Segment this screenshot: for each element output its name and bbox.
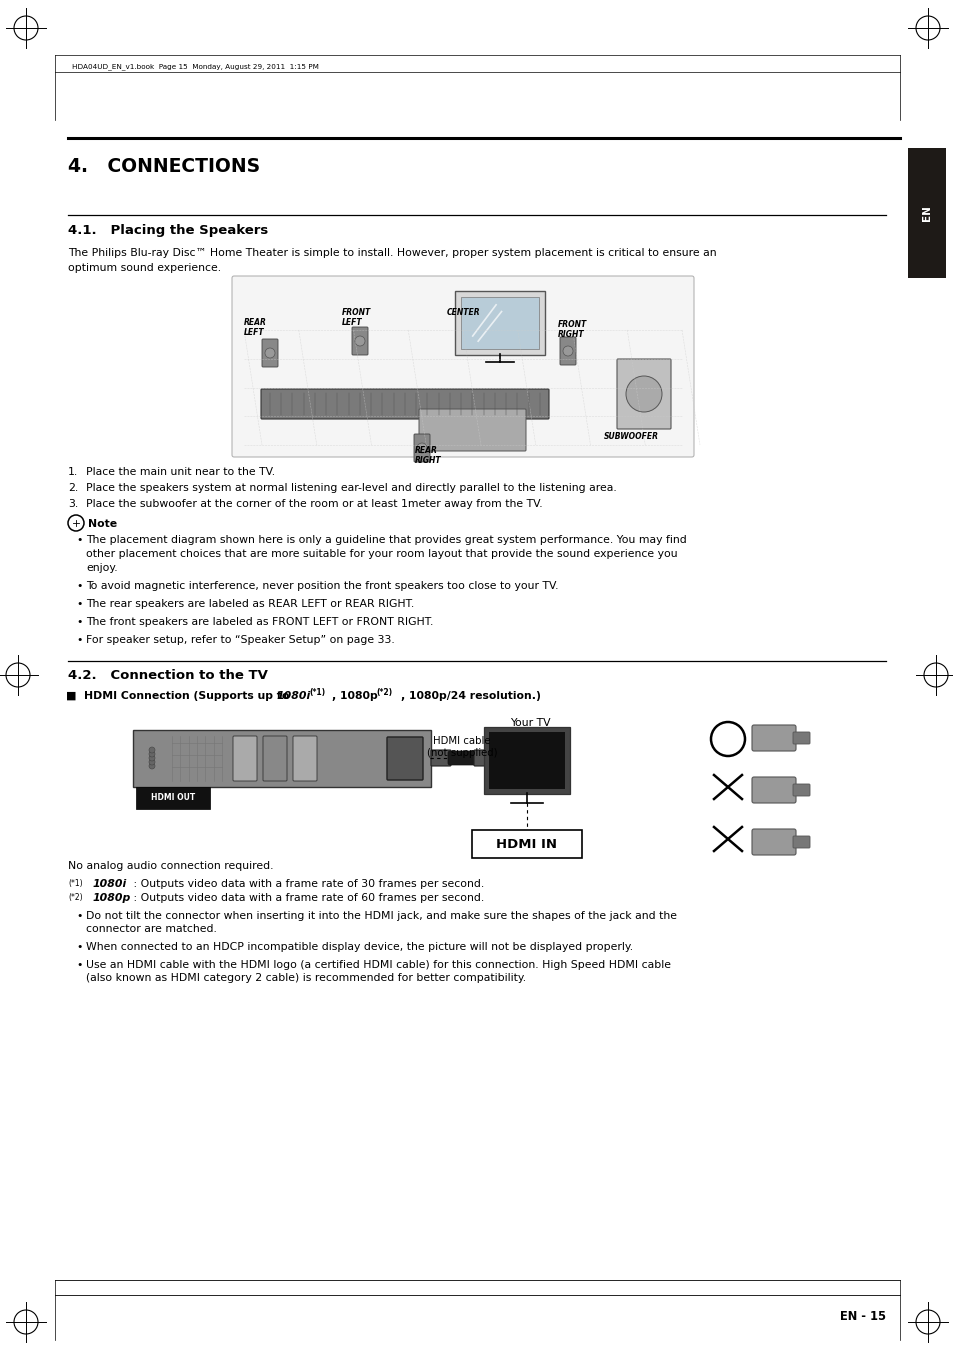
Text: 4.2.   Connection to the TV: 4.2. Connection to the TV <box>68 670 268 682</box>
Text: •: • <box>76 911 82 921</box>
FancyBboxPatch shape <box>474 751 494 765</box>
Text: CENTER: CENTER <box>447 308 480 317</box>
Text: HDMI cable
(not supplied): HDMI cable (not supplied) <box>426 736 497 757</box>
FancyBboxPatch shape <box>262 339 277 367</box>
Circle shape <box>149 759 154 765</box>
Text: No analog audio connection required.: No analog audio connection required. <box>68 861 274 871</box>
Text: 4.1.   Placing the Speakers: 4.1. Placing the Speakers <box>68 224 268 238</box>
Text: 3.: 3. <box>68 500 78 509</box>
Text: : Outputs video data with a frame rate of 30 frames per second.: : Outputs video data with a frame rate o… <box>123 879 484 890</box>
Text: optimum sound experience.: optimum sound experience. <box>68 263 221 273</box>
Text: Your TV: Your TV <box>509 718 550 728</box>
Text: HDA04UD_EN_v1.book  Page 15  Monday, August 29, 2011  1:15 PM: HDA04UD_EN_v1.book Page 15 Monday, Augus… <box>71 63 318 70</box>
Circle shape <box>562 346 573 356</box>
Circle shape <box>149 747 154 753</box>
Text: •: • <box>76 617 82 626</box>
Text: FRONT
LEFT: FRONT LEFT <box>341 308 371 328</box>
FancyBboxPatch shape <box>352 327 368 355</box>
Text: 2.: 2. <box>68 483 78 493</box>
FancyBboxPatch shape <box>489 732 564 788</box>
Circle shape <box>416 443 427 454</box>
Text: •: • <box>76 599 82 609</box>
Text: EN: EN <box>921 205 931 221</box>
Text: (*2): (*2) <box>68 892 83 902</box>
FancyBboxPatch shape <box>132 730 431 787</box>
Text: (*2): (*2) <box>375 688 392 697</box>
Circle shape <box>625 377 661 412</box>
FancyBboxPatch shape <box>751 778 795 803</box>
Text: (*1): (*1) <box>309 688 325 697</box>
Text: enjoy.: enjoy. <box>86 563 117 572</box>
Text: 4.   CONNECTIONS: 4. CONNECTIONS <box>68 157 260 176</box>
Text: (also known as HDMI category 2 cable) is recommended for better compatibility.: (also known as HDMI category 2 cable) is… <box>86 973 525 983</box>
Circle shape <box>355 336 365 346</box>
Text: REAR
LEFT: REAR LEFT <box>244 319 267 338</box>
Text: •: • <box>76 535 82 545</box>
FancyBboxPatch shape <box>792 732 809 744</box>
FancyBboxPatch shape <box>448 751 476 765</box>
Text: HDMI OUT: HDMI OUT <box>151 794 195 802</box>
Circle shape <box>265 348 274 358</box>
Text: 1080i: 1080i <box>92 879 127 890</box>
Text: For speaker setup, refer to “Speaker Setup” on page 33.: For speaker setup, refer to “Speaker Set… <box>86 634 395 645</box>
FancyBboxPatch shape <box>431 751 451 765</box>
FancyBboxPatch shape <box>472 830 581 859</box>
Text: •: • <box>76 942 82 952</box>
Text: : Outputs video data with a frame rate of 60 frames per second.: : Outputs video data with a frame rate o… <box>123 892 484 903</box>
Text: ■: ■ <box>66 691 76 701</box>
FancyBboxPatch shape <box>483 728 569 794</box>
Text: , 1080p: , 1080p <box>332 691 377 701</box>
Text: Place the speakers system at normal listening ear-level and directly parallel to: Place the speakers system at normal list… <box>86 483 616 493</box>
FancyBboxPatch shape <box>293 736 316 782</box>
Circle shape <box>149 763 154 769</box>
FancyBboxPatch shape <box>792 836 809 848</box>
Text: The Philips Blu-ray Disc™ Home Theater is simple to install. However, proper sys: The Philips Blu-ray Disc™ Home Theater i… <box>68 248 716 258</box>
FancyBboxPatch shape <box>263 736 287 782</box>
Text: 1080i: 1080i <box>276 691 311 701</box>
Text: REAR
RIGHT: REAR RIGHT <box>415 446 441 466</box>
FancyBboxPatch shape <box>617 359 670 429</box>
Text: The front speakers are labeled as FRONT LEFT or FRONT RIGHT.: The front speakers are labeled as FRONT … <box>86 617 433 626</box>
Text: HDMI IN: HDMI IN <box>496 837 557 850</box>
FancyBboxPatch shape <box>751 725 795 751</box>
Text: , 1080p/24 resolution.): , 1080p/24 resolution.) <box>400 691 540 701</box>
FancyBboxPatch shape <box>261 389 548 418</box>
Circle shape <box>149 751 154 757</box>
Text: 1080p: 1080p <box>92 892 132 903</box>
Text: EN - 15: EN - 15 <box>840 1310 885 1323</box>
Text: Use an HDMI cable with the HDMI logo (a certified HDMI cable) for this connectio: Use an HDMI cable with the HDMI logo (a … <box>86 960 670 971</box>
FancyBboxPatch shape <box>387 737 422 780</box>
Text: (*1): (*1) <box>68 879 83 888</box>
FancyBboxPatch shape <box>414 433 430 462</box>
FancyBboxPatch shape <box>559 338 576 364</box>
Text: To avoid magnetic interference, never position the front speakers too close to y: To avoid magnetic interference, never po… <box>86 580 558 591</box>
FancyBboxPatch shape <box>136 787 210 809</box>
Text: Do not tilt the connector when inserting it into the HDMI jack, and make sure th: Do not tilt the connector when inserting… <box>86 911 677 921</box>
FancyBboxPatch shape <box>455 292 544 355</box>
Text: HDMI Connection (Supports up to: HDMI Connection (Supports up to <box>84 691 293 701</box>
FancyBboxPatch shape <box>907 148 945 278</box>
Text: Note: Note <box>88 518 117 529</box>
FancyBboxPatch shape <box>460 297 538 350</box>
FancyBboxPatch shape <box>751 829 795 855</box>
FancyBboxPatch shape <box>232 275 693 458</box>
FancyBboxPatch shape <box>233 736 256 782</box>
Circle shape <box>149 755 154 761</box>
Text: The rear speakers are labeled as REAR LEFT or REAR RIGHT.: The rear speakers are labeled as REAR LE… <box>86 599 414 609</box>
Text: other placement choices that are more suitable for your room layout that provide: other placement choices that are more su… <box>86 549 677 559</box>
Text: Place the main unit near to the TV.: Place the main unit near to the TV. <box>86 467 274 477</box>
FancyBboxPatch shape <box>418 409 525 451</box>
Text: The placement diagram shown here is only a guideline that provides great system : The placement diagram shown here is only… <box>86 535 686 545</box>
Text: FRONT
RIGHT: FRONT RIGHT <box>558 320 587 339</box>
Text: Place the subwoofer at the corner of the room or at least 1meter away from the T: Place the subwoofer at the corner of the… <box>86 500 542 509</box>
Text: 1.: 1. <box>68 467 78 477</box>
FancyBboxPatch shape <box>792 784 809 796</box>
Text: SUBWOOFER: SUBWOOFER <box>603 432 659 441</box>
Text: When connected to an HDCP incompatible display device, the picture will not be d: When connected to an HDCP incompatible d… <box>86 942 633 952</box>
Text: connector are matched.: connector are matched. <box>86 923 216 934</box>
Text: •: • <box>76 960 82 971</box>
Text: •: • <box>76 580 82 591</box>
Text: •: • <box>76 634 82 645</box>
